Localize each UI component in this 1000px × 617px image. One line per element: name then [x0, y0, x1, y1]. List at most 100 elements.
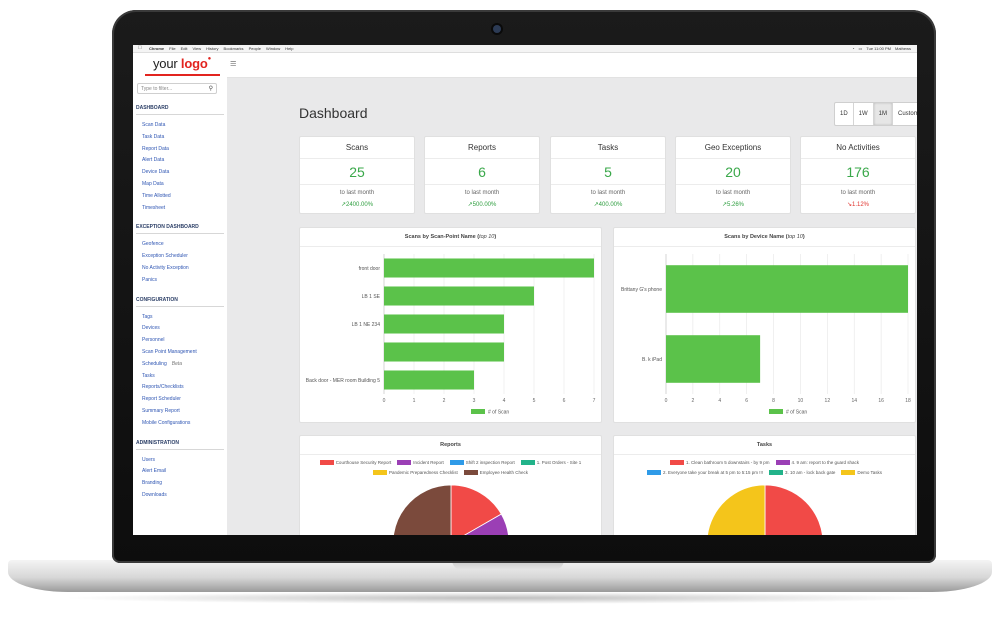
menubar-item[interactable]: Window	[266, 46, 281, 51]
range-button[interactable]: Custom	[898, 111, 917, 117]
sidebar-item[interactable]: Geofence	[142, 241, 164, 247]
legend-item[interactable]: Incident Report	[397, 460, 444, 465]
sidebar-item[interactable]: Task Data	[142, 134, 164, 140]
scans-by-device-panel: Scans by Device Name (top 10) 0 2 4 6 8 10 12 1…	[613, 227, 916, 423]
menubar-item[interactable]: Chrome	[149, 46, 165, 51]
bar[interactable]	[384, 370, 474, 390]
sidebar-item[interactable]: Tags	[142, 314, 153, 320]
sidebar-item[interactable]: Branding	[142, 480, 162, 486]
sidebar-item[interactable]: Map Data	[142, 181, 164, 187]
stat-subtitle: to last month	[715, 190, 751, 196]
stat-card[interactable]: No Activities 176 to last month ↘1.12%	[800, 136, 916, 214]
sidebar-filter-input[interactable]: Type to filter... ⚲	[137, 83, 217, 94]
sidebar-item-label: Personnel	[142, 337, 165, 344]
battery-icon[interactable]: ▭	[858, 46, 863, 51]
screen:  Chrome File Edit View History Bookmarks Peop…	[133, 45, 917, 535]
menubar-user[interactable]: Mathews	[894, 46, 911, 51]
sidebar-item[interactable]: Scan Point Management	[142, 349, 197, 355]
pie-slice[interactable]	[451, 513, 509, 535]
sidebar-item[interactable]: Users	[142, 457, 155, 463]
legend-item[interactable]: 2. Everyone take your break at 5 pm to 5…	[646, 470, 763, 475]
menubar-item[interactable]: Bookmarks	[223, 46, 244, 51]
menubar-item[interactable]: Edit	[180, 46, 188, 51]
stat-value: 20	[725, 164, 741, 180]
legend-item[interactable]: 3. 10 am - lock back gate	[769, 470, 835, 475]
reports-panel: Reports Courthouse Security Report Incide…	[299, 435, 602, 535]
menubar-item[interactable]: History	[206, 46, 219, 51]
sidebar-item-label: Downloads	[142, 492, 167, 498]
legend-label: 1. Post Orders - Site 1	[536, 460, 582, 465]
menubar-item[interactable]: File	[169, 46, 176, 51]
panel-title: Scans by Scan-Point Name (top 10)	[300, 228, 601, 247]
sidebar-item[interactable]: Downloads	[142, 492, 167, 498]
sidebar-item[interactable]: Devices	[142, 325, 160, 331]
legend-item[interactable]: 4. 9 am: report to the guard shack	[775, 460, 859, 465]
trend-up-icon: ↗	[593, 202, 599, 208]
sidebar-item[interactable]: Time Allotted	[142, 193, 171, 199]
x-tick-label: 0	[383, 398, 386, 404]
bar[interactable]	[666, 335, 761, 383]
section-divider	[136, 305, 224, 307]
menubar-clock[interactable]: Tue 11:00 PM	[866, 46, 891, 51]
bar[interactable]	[384, 286, 534, 306]
range-button[interactable]: 1D	[835, 103, 854, 125]
pie-slice[interactable]	[393, 484, 480, 535]
sidebar-item[interactable]: Tasks	[142, 373, 155, 379]
apple-icon[interactable]: 	[138, 45, 142, 52]
sidebar-item[interactable]: Timesheet	[142, 205, 165, 211]
sidebar-item[interactable]: Alert Email	[142, 468, 166, 474]
menubar-item[interactable]: Help	[285, 46, 294, 51]
bar[interactable]	[384, 314, 504, 334]
x-tick-label: 8	[772, 398, 775, 404]
stat-delta-value: 500.00%	[472, 202, 497, 208]
sidebar-section-title: EXCEPTION DASHBOARD	[136, 224, 199, 231]
menubar-item[interactable]: View	[192, 46, 202, 51]
sidebar-item-label: Geofence	[142, 241, 164, 248]
pie-slice[interactable]	[764, 484, 823, 535]
laptop-notch	[452, 560, 564, 570]
legend-item[interactable]: Courthouse Security Report	[319, 460, 391, 465]
stat-divider	[801, 184, 915, 185]
sidebar-item[interactable]: Scan Data	[142, 122, 165, 128]
stat-card[interactable]: Tasks 5 to last month ↗400.00%	[550, 136, 666, 214]
sidebar-item[interactable]: Exception Scheduler	[142, 253, 188, 259]
sidebar-item[interactable]: Panics	[142, 277, 157, 283]
sidebar-item[interactable]: No Activity Exception	[142, 265, 189, 271]
brand-logo[interactable]: your logo●	[153, 56, 211, 71]
legend-item[interactable]: 1. Post Orders - Site 1	[520, 460, 582, 465]
sidebar-item[interactable]: Personnel	[142, 337, 165, 343]
stat-card[interactable]: Geo Exceptions 20 to last month ↗5.26%	[675, 136, 791, 214]
stat-delta: ↗5.26%	[676, 201, 790, 208]
range-button[interactable]: 1W	[854, 103, 874, 125]
sidebar-item[interactable]: Report Scheduler	[142, 396, 181, 402]
legend-item[interactable]: Pandemic Preparedness Checklist	[372, 470, 458, 475]
bar[interactable]	[384, 258, 594, 278]
sidebar-item[interactable]: Alert Data	[142, 157, 164, 163]
legend-item[interactable]: Employee Health Check	[463, 470, 528, 475]
legend-item[interactable]: Shift 2 inspection Report	[449, 460, 515, 465]
sidebar-item[interactable]: Reports/Checklists	[142, 384, 184, 390]
reports-pie-chart	[393, 484, 509, 535]
sidebar-item[interactable]: Device Data	[142, 169, 169, 175]
menubar-item[interactable]: People	[248, 46, 262, 51]
pie-slice[interactable]	[450, 484, 502, 535]
sidebar-item[interactable]: Scheduling Beta	[142, 361, 182, 367]
range-button[interactable]: 1M	[873, 103, 894, 125]
sidebar-item-label: Reports/Checklists	[142, 384, 184, 391]
sidebar-item[interactable]: Mobile Configurations	[142, 420, 190, 426]
x-tick-label: 1	[413, 398, 416, 404]
sidebar-item-label: Branding	[142, 480, 163, 487]
sidebar-item[interactable]: Summary Report	[142, 408, 180, 414]
x-tick-label: 7	[593, 398, 596, 404]
bar[interactable]	[384, 342, 504, 362]
menu-toggle-icon[interactable]: ≡	[230, 58, 237, 70]
stat-card[interactable]: Reports 6 to last month ↗500.00%	[424, 136, 540, 214]
wifi-icon[interactable]: ◔	[852, 46, 855, 51]
stat-card[interactable]: Scans 25 to last month ↗2400.00%	[299, 136, 415, 214]
search-icon[interactable]: ⚲	[208, 86, 213, 92]
pie-slice[interactable]	[707, 484, 766, 535]
legend-item[interactable]: 1. Clean bathroom 5 downstairs - by 9 pm	[669, 460, 770, 465]
sidebar-item[interactable]: Report Data	[142, 146, 169, 152]
bar[interactable]	[666, 265, 908, 313]
legend-item[interactable]: Demo Tasks	[841, 470, 882, 475]
